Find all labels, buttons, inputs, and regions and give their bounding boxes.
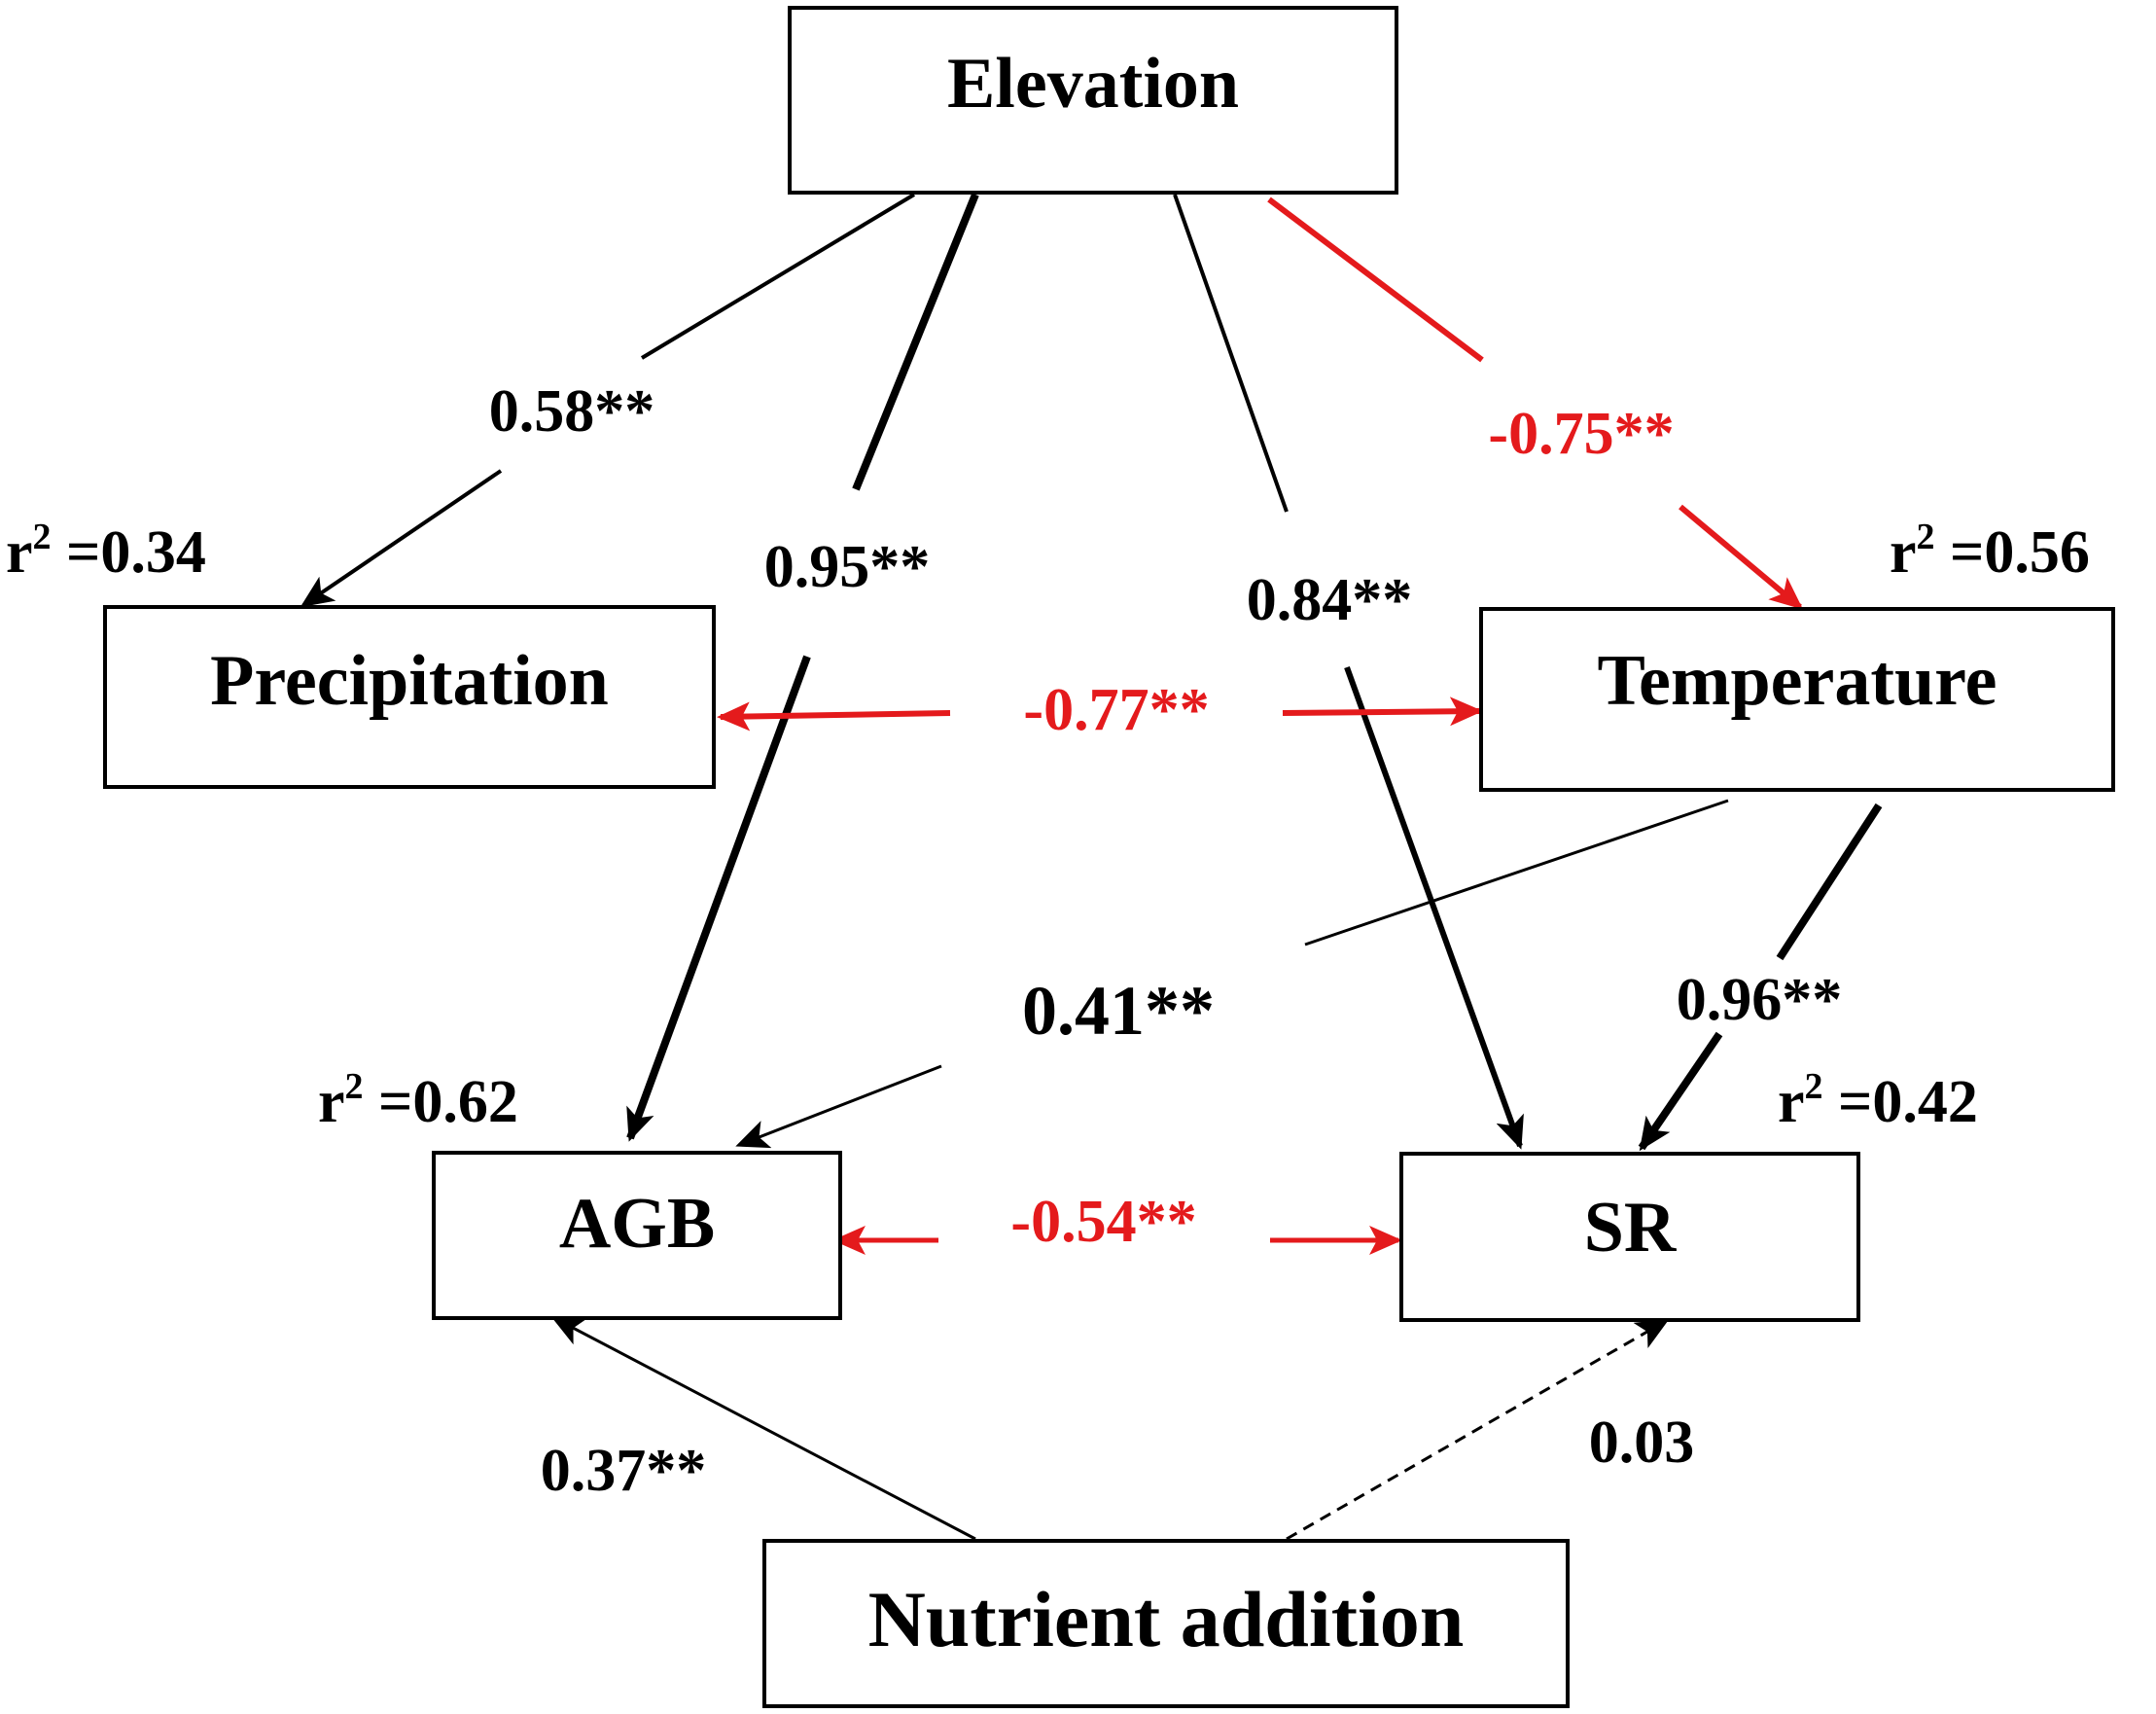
coef-nutrient-agb: 0.37** <box>541 1438 707 1504</box>
path-elevation-sr-upper <box>1173 194 1289 513</box>
node-agb: AGB <box>432 1151 842 1320</box>
path-elevation-temperature-lower <box>1679 504 1804 610</box>
node-nutrient-addition-label: Nutrient addition <box>868 1575 1465 1663</box>
coef-precipitation-temperature: -0.77** <box>1023 677 1209 743</box>
path-nutrient-sr <box>1286 1319 1670 1541</box>
coef-elevation-temperature: -0.75** <box>1488 401 1674 467</box>
coef-agb-sr: -0.54** <box>1010 1189 1196 1255</box>
coef-elevation-precipitation: 0.58** <box>489 378 655 445</box>
coef-temperature-agb: 0.41** <box>1022 972 1215 1050</box>
node-agb-label: AGB <box>559 1184 715 1264</box>
node-temperature-label: Temperature <box>1597 641 1997 721</box>
path-precipitation-temperature-right <box>1282 696 1483 727</box>
node-sr-label: SR <box>1584 1188 1678 1268</box>
path-elevation-agb-lower <box>626 655 811 1142</box>
path-elevation-precipitation-lower <box>300 469 503 608</box>
coef-elevation-sr: 0.84** <box>1247 567 1413 633</box>
path-precipitation-temperature-left <box>717 701 951 732</box>
path-temperature-sr-lower <box>1638 1031 1723 1152</box>
node-nutrient-addition: Nutrient addition <box>762 1539 1570 1708</box>
path-temperature-agb-lower <box>735 1064 942 1149</box>
node-elevation: Elevation <box>788 6 1398 195</box>
r2-precipitation: r2 =0.34 <box>6 517 206 586</box>
path-elevation-precipitation-upper <box>640 193 916 360</box>
path-elevation-agb-upper <box>852 193 979 491</box>
coef-temperature-sr: 0.96** <box>1677 967 1843 1033</box>
node-sr: SR <box>1399 1152 1860 1322</box>
path-elevation-temperature-upper <box>1267 196 1484 363</box>
r2-temperature: r2 =0.56 <box>1890 517 2090 586</box>
coef-elevation-agb: 0.95** <box>764 534 931 600</box>
path-elevation-sr-lower <box>1344 665 1524 1150</box>
path-nutrient-agb <box>550 1316 976 1541</box>
node-elevation-label: Elevation <box>947 44 1239 124</box>
r2-sr: r2 =0.42 <box>1778 1066 1978 1135</box>
path-temperature-sr-upper <box>1776 803 1883 961</box>
coef-nutrient-sr: 0.03 <box>1589 1410 1695 1476</box>
path-temperature-agb-upper <box>1304 799 1729 946</box>
r2-agb: r2 =0.62 <box>318 1066 518 1135</box>
node-temperature: Temperature <box>1479 607 2115 792</box>
node-precipitation-label: Precipitation <box>210 641 609 721</box>
node-precipitation: Precipitation <box>103 605 716 789</box>
